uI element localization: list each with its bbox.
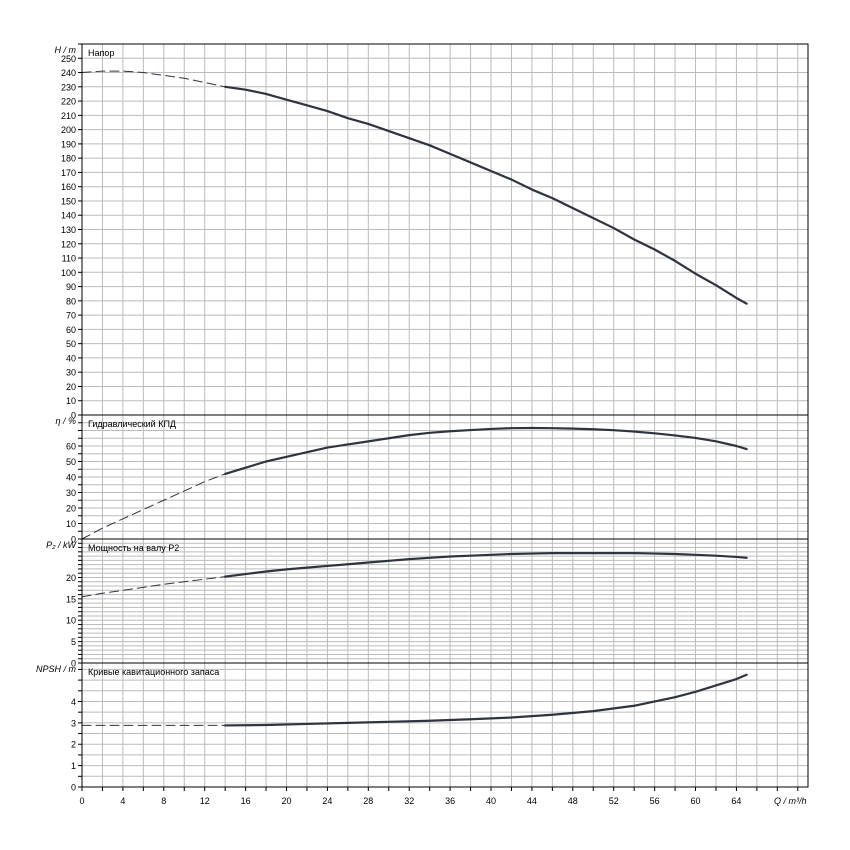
x-tick-label: 60 — [691, 796, 701, 806]
efficiency-panel-title: Гидравлический КПД — [88, 419, 176, 429]
head-y-tick-label: 230 — [61, 82, 76, 92]
head-y-tick-label: 130 — [61, 225, 76, 235]
efficiency-y-tick-label: 30 — [66, 488, 76, 498]
head-panel-title: Напор — [88, 48, 114, 58]
frame-layer — [78, 43, 809, 791]
head-y-tick-label: 210 — [61, 111, 76, 121]
text-layer: 0 4 8 12 16 20 24 28 32 36 40 44 48 52 56 60 64 Q / m³/h0… — [36, 45, 807, 806]
head-y-tick-label: 250 — [61, 54, 76, 64]
head-y-tick-label: 60 — [66, 325, 76, 335]
x-tick-label: 28 — [363, 796, 373, 806]
x-tick-label: 48 — [568, 796, 578, 806]
power-y-tick-label: 5 — [71, 637, 76, 647]
head-y-tick-label: 240 — [61, 68, 76, 78]
x-tick-label: 36 — [445, 796, 455, 806]
x-tick-label: 56 — [650, 796, 660, 806]
x-tick-label: 32 — [404, 796, 414, 806]
power-curve-solid-segment — [224, 552, 748, 578]
efficiency-y-tick-label: 50 — [66, 457, 76, 467]
head-y-tick-label: 170 — [61, 168, 76, 178]
npsh-y-tick-label: 4 — [71, 697, 76, 707]
head-y-tick-label: 180 — [61, 154, 76, 164]
power-y-tick-label: 10 — [66, 616, 76, 626]
npsh-panel-title: Кривые кавитационного запаса — [88, 667, 219, 677]
head-y-tick-label: 90 — [66, 282, 76, 292]
power-y-tick-label: 20 — [66, 573, 76, 583]
head-y-tick-label: 200 — [61, 125, 76, 135]
head-y-tick-label: 30 — [66, 368, 76, 378]
power-curve-dashed-segment — [81, 576, 226, 598]
x-tick-label: 0 — [79, 796, 84, 806]
power-y-axis-label: P₂ / kW — [46, 540, 77, 550]
x-tick-label: 40 — [486, 796, 496, 806]
x-tick-label: 16 — [241, 796, 251, 806]
head-y-tick-label: 0 — [71, 411, 76, 421]
x-tick-label: 52 — [609, 796, 619, 806]
head-y-tick-label: 80 — [66, 296, 76, 306]
head-y-tick-label: 20 — [66, 382, 76, 392]
x-tick-label: 24 — [322, 796, 332, 806]
head-y-axis-label: H / m — [55, 45, 77, 55]
head-y-tick-label: 100 — [61, 268, 76, 278]
npsh-y-axis-label: NPSH / m — [36, 664, 77, 674]
efficiency-y-tick-label: 60 — [66, 442, 76, 452]
head-y-tick-label: 120 — [61, 239, 76, 249]
npsh-y-tick-label: 1 — [71, 761, 76, 771]
head-curve-solid-segment — [224, 85, 748, 305]
x-tick-label: 64 — [731, 796, 741, 806]
efficiency-curve-solid-segment — [224, 426, 748, 475]
efficiency-curve-dashed-segment — [81, 473, 226, 540]
npsh-curve-solid-segment — [224, 673, 748, 727]
head-y-tick-label: 110 — [62, 254, 76, 264]
x-tick-label: 12 — [200, 796, 210, 806]
head-curve-dashed-segment — [81, 70, 226, 88]
power-panel-title: Мощность на валу P2 — [88, 543, 179, 553]
head-y-tick-label: 50 — [66, 339, 76, 349]
npsh-panel-frame — [81, 662, 809, 788]
curve-layer — [81, 70, 748, 727]
efficiency-y-tick-label: 10 — [66, 519, 76, 529]
head-y-tick-label: 40 — [66, 353, 76, 363]
npsh-y-tick-label: 0 — [71, 783, 76, 793]
efficiency-y-axis-label: η / % — [55, 416, 76, 426]
npsh-y-tick-label: 3 — [71, 718, 76, 728]
x-axis-label: Q / m³/h — [774, 796, 807, 806]
efficiency-y-tick-label: 20 — [66, 504, 76, 514]
x-tick-label: 20 — [281, 796, 291, 806]
head-y-tick-label: 140 — [61, 211, 76, 221]
head-y-tick-label: 150 — [61, 196, 76, 206]
x-tick-label: 8 — [161, 796, 166, 806]
efficiency-y-tick-label: 40 — [66, 473, 76, 483]
power-y-tick-label: 15 — [66, 594, 76, 604]
head-y-tick-label: 160 — [61, 182, 76, 192]
head-y-tick-label: 190 — [61, 139, 76, 149]
head-y-tick-label: 10 — [66, 396, 76, 406]
head-y-tick-label: 70 — [66, 311, 76, 321]
x-tick-label: 44 — [527, 796, 537, 806]
npsh-y-tick-label: 2 — [71, 740, 76, 750]
x-tick-label: 4 — [120, 796, 125, 806]
power-y-tick-label: 0 — [71, 659, 76, 669]
head-y-tick-label: 220 — [61, 97, 76, 107]
efficiency-y-tick-label: 0 — [71, 535, 76, 545]
